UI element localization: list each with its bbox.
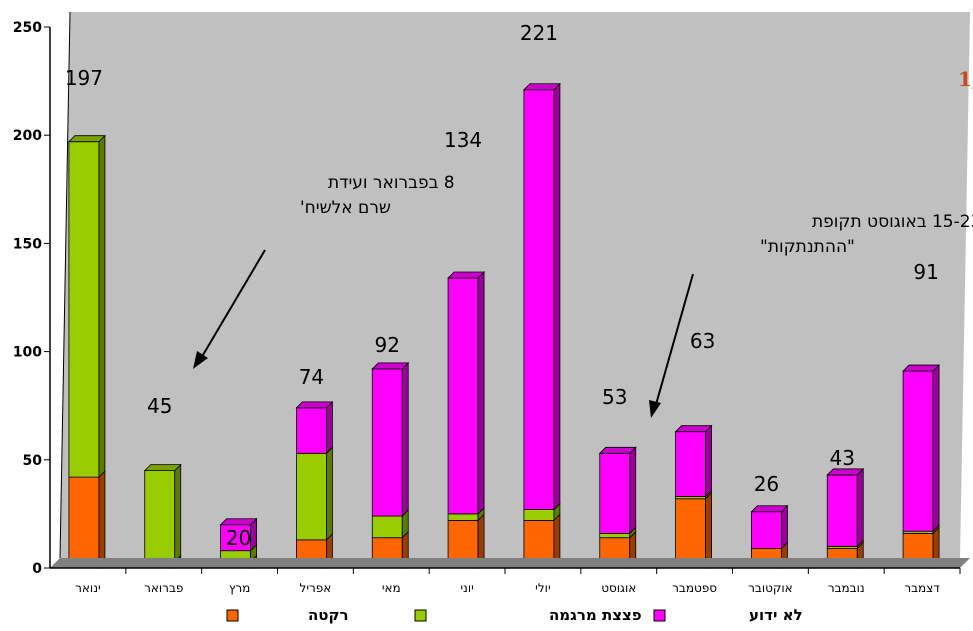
y-tick-label: 50 (23, 453, 43, 469)
bar-segment-3-7 (522, 82, 561, 511)
y-tick-label: 0 (32, 561, 42, 577)
legend: רקטה פצצת מרגמה לא ידוע (226, 606, 803, 624)
legend-label-mortar: פצצת מרגמה (549, 606, 642, 624)
x-tick-label: יולי (535, 581, 550, 595)
bar-segment-2-1 (67, 134, 106, 479)
x-tick-label: אוגוסט (601, 581, 636, 595)
bar-segment-3-3 (219, 517, 258, 552)
bar-segment-3-6 (447, 271, 486, 515)
legend-label-rocket: רקטה (308, 606, 349, 624)
bar-segment-1-1 (68, 470, 106, 569)
x-tick-label: מרץ (229, 581, 250, 595)
grand-total: סה"כ: 1,059 (958, 67, 973, 91)
total-label: 197 (65, 66, 103, 90)
legend-swatch-rocket (226, 609, 239, 622)
y-tick-label: 150 (13, 236, 42, 252)
total-label: 92 (375, 333, 400, 357)
total-label: 221 (520, 21, 558, 45)
x-tick-label: אפריל (300, 581, 332, 595)
bar-segment-2-2 (143, 463, 182, 563)
legend-label-unknown: לא ידוע (749, 606, 803, 624)
total-labels: 197 45 20 74 92 134 221 53 63 26 43 91 (65, 21, 939, 550)
bar-segment-2-8 (599, 526, 637, 539)
bar-segment-2-5 (371, 509, 409, 539)
x-tick-label: פברואר (144, 581, 183, 595)
x-tick-label: דצמבר (904, 581, 940, 595)
total-label: 63 (690, 329, 715, 353)
axes: 0 50 100 150 200 250 ינואר פברואר מרץ אפריל מאי יונ… (13, 20, 961, 595)
legend-swatch-mortar (414, 609, 427, 622)
total-label: 74 (299, 365, 324, 389)
annotation-august-arrow (654, 273, 694, 409)
total-label: 26 (754, 472, 779, 496)
bar-segment-3-10 (750, 504, 789, 550)
total-label: 53 (602, 385, 627, 409)
x-tick-label: נובמבר (828, 581, 865, 595)
annotation-august-arrowhead (649, 400, 661, 418)
bars-group (67, 82, 941, 569)
bar-segment-3-5 (371, 361, 410, 518)
bar-segment-3-4 (295, 400, 334, 455)
bar-segment-3-11 (826, 467, 865, 548)
annotation-february-arrowhead (193, 351, 208, 369)
legend-swatch-unknown (653, 609, 666, 622)
annotation-february: 8 בפברואר ועידת שרם אלשיח' (193, 173, 455, 369)
x-tick-label: ספטמבר (672, 581, 717, 595)
annotation-february-line2: שרם אלשיח' (300, 198, 391, 218)
annotation-february-arrow (199, 249, 266, 361)
legend-item-unknown: לא ידוע (653, 606, 803, 624)
annotation-august: 15-23 באוגוסט תקופת "ההתנתקות" (649, 212, 973, 418)
y-tick-label: 100 (13, 345, 42, 361)
annotation-february-line1: 8 בפברואר ועידת (328, 173, 455, 193)
bar-segment-1-9 (675, 491, 712, 569)
bar-segment-2-4 (296, 446, 333, 541)
total-label: 91 (913, 260, 938, 284)
total-label: 20 (226, 526, 251, 550)
total-label: 134 (444, 128, 482, 152)
bar-segment-3-8 (598, 446, 637, 535)
x-tick-label: מאי (382, 581, 401, 595)
annotation-august-line2: "ההתנתקות" (760, 237, 855, 257)
x-tick-label: יוני (460, 581, 473, 595)
y-tick-label: 250 (13, 20, 42, 36)
bar-segment-3-9 (674, 424, 713, 498)
y-tick-label: 200 (13, 128, 42, 144)
x-tick-label: ינואר (75, 581, 101, 595)
plot-wall (59, 11, 970, 559)
x-tick-label: אוקטובר (748, 581, 793, 595)
total-label: 43 (830, 446, 855, 470)
floor-surface (50, 558, 970, 568)
legend-item-mortar: פצצת מרגמה (414, 606, 642, 624)
annotation-august-line1: 15-23 באוגוסט תקופת (812, 212, 973, 232)
bar-segment-3-12 (902, 364, 941, 533)
plot-floor (50, 558, 970, 568)
total-label: 45 (147, 394, 172, 418)
legend-item-rocket: רקטה (226, 606, 349, 624)
